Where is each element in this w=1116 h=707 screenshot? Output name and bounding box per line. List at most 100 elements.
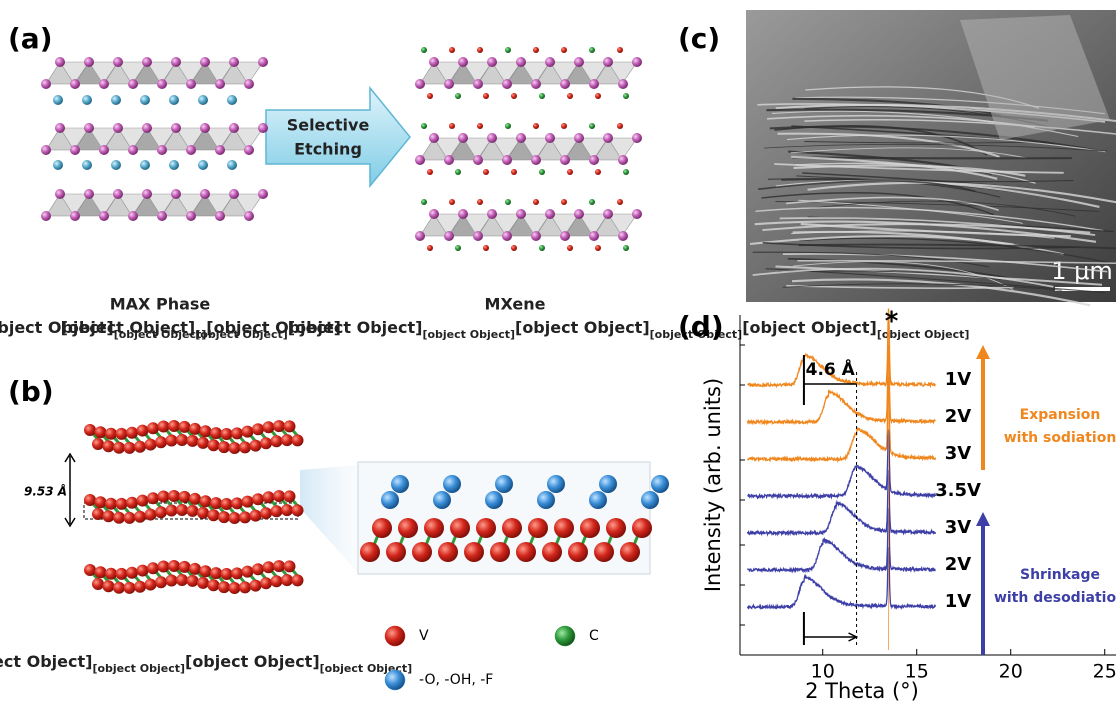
v-atom (271, 505, 283, 517)
term-atom (623, 169, 629, 175)
atom (444, 231, 454, 241)
term-atom (595, 169, 601, 175)
v-atom (176, 574, 188, 586)
term-atom (617, 47, 623, 53)
term-atom (421, 199, 427, 205)
term-atom (533, 199, 539, 205)
atom (186, 145, 196, 155)
atom (99, 211, 109, 221)
v-atom (197, 507, 209, 519)
panel-label: (d) (678, 310, 724, 343)
v-atom (386, 542, 406, 562)
atom (128, 79, 138, 89)
curve-label: 1V (945, 591, 972, 612)
term-atom (433, 491, 451, 509)
atom (502, 79, 512, 89)
term-atom (485, 491, 503, 509)
atom (531, 79, 541, 89)
al-atom (53, 160, 63, 170)
v-atom (594, 542, 614, 562)
v-atom (187, 575, 199, 587)
term-atom (477, 47, 483, 53)
formula-part: [object Object] (422, 328, 515, 341)
v-atom (476, 518, 496, 538)
v-atom (260, 577, 272, 589)
xrd-curve (748, 508, 936, 571)
reference-marker: * (885, 307, 899, 337)
x-axis-label: 2 Theta (°) (805, 679, 919, 703)
v-atom (197, 577, 209, 589)
v-atom (116, 428, 128, 440)
v-atom (208, 439, 220, 451)
v-atom (166, 435, 178, 447)
atom (632, 209, 642, 219)
v-atom (580, 518, 600, 538)
v-atom (147, 492, 159, 504)
term-atom (561, 123, 567, 129)
atom (560, 79, 570, 89)
atom (55, 189, 65, 199)
annotation: Shrinkage (1020, 567, 1100, 583)
v-atom (105, 498, 117, 510)
v-atom (200, 565, 212, 577)
term-atom (561, 47, 567, 53)
v-atom (179, 491, 191, 503)
annotation: with desodiation (994, 590, 1116, 606)
v-atom (92, 438, 104, 450)
atom (574, 209, 584, 219)
v-atom (229, 582, 241, 594)
atom (429, 57, 439, 67)
term-atom (477, 199, 483, 205)
structure-name: MXene (485, 295, 546, 314)
v-atom (105, 568, 117, 580)
al-atom (111, 95, 121, 105)
v-atom (166, 505, 178, 517)
v-atom (124, 442, 136, 454)
v-atom (137, 425, 149, 437)
v-atom (252, 423, 264, 435)
legend-swatch (385, 670, 405, 690)
atom (142, 189, 152, 199)
atom (473, 231, 483, 241)
v-atom (412, 542, 432, 562)
v-atom (158, 561, 170, 573)
v-atom (260, 507, 272, 519)
term-atom (617, 123, 623, 129)
arrow-text: Selective (287, 116, 370, 135)
v-atom (168, 420, 180, 432)
panel-label: (b) (8, 375, 54, 408)
legend-label: C (589, 628, 599, 644)
v-atom (221, 568, 233, 580)
y-axis-label: Intensity (arb. units) (701, 378, 725, 592)
v-atom (632, 518, 652, 538)
term-atom (505, 47, 511, 53)
v-atom (273, 560, 285, 572)
atom (229, 123, 239, 133)
term-atom (421, 123, 427, 129)
term-atom (651, 475, 669, 493)
al-atom (82, 95, 92, 105)
atom (458, 57, 468, 67)
term-atom (617, 199, 623, 205)
legend-label: -O, -OH, -F (419, 672, 493, 688)
curve-label: 3.5V (935, 480, 981, 501)
atom (502, 155, 512, 165)
term-atom (443, 475, 461, 493)
atom (258, 57, 268, 67)
term-atom (483, 93, 489, 99)
v-atom (239, 511, 251, 523)
v-atom (95, 496, 107, 508)
v-atom (281, 574, 293, 586)
v-atom (284, 420, 296, 432)
v-atom (229, 512, 241, 524)
atom (215, 145, 225, 155)
atom (473, 155, 483, 165)
atom (545, 133, 555, 143)
v-atom (450, 518, 470, 538)
atom (458, 209, 468, 219)
v-atom (134, 581, 146, 593)
spacing-label: 4.6 Å (806, 357, 856, 380)
v-atom (92, 508, 104, 520)
v-atom (263, 421, 275, 433)
arrow-text: Etching (294, 140, 362, 159)
